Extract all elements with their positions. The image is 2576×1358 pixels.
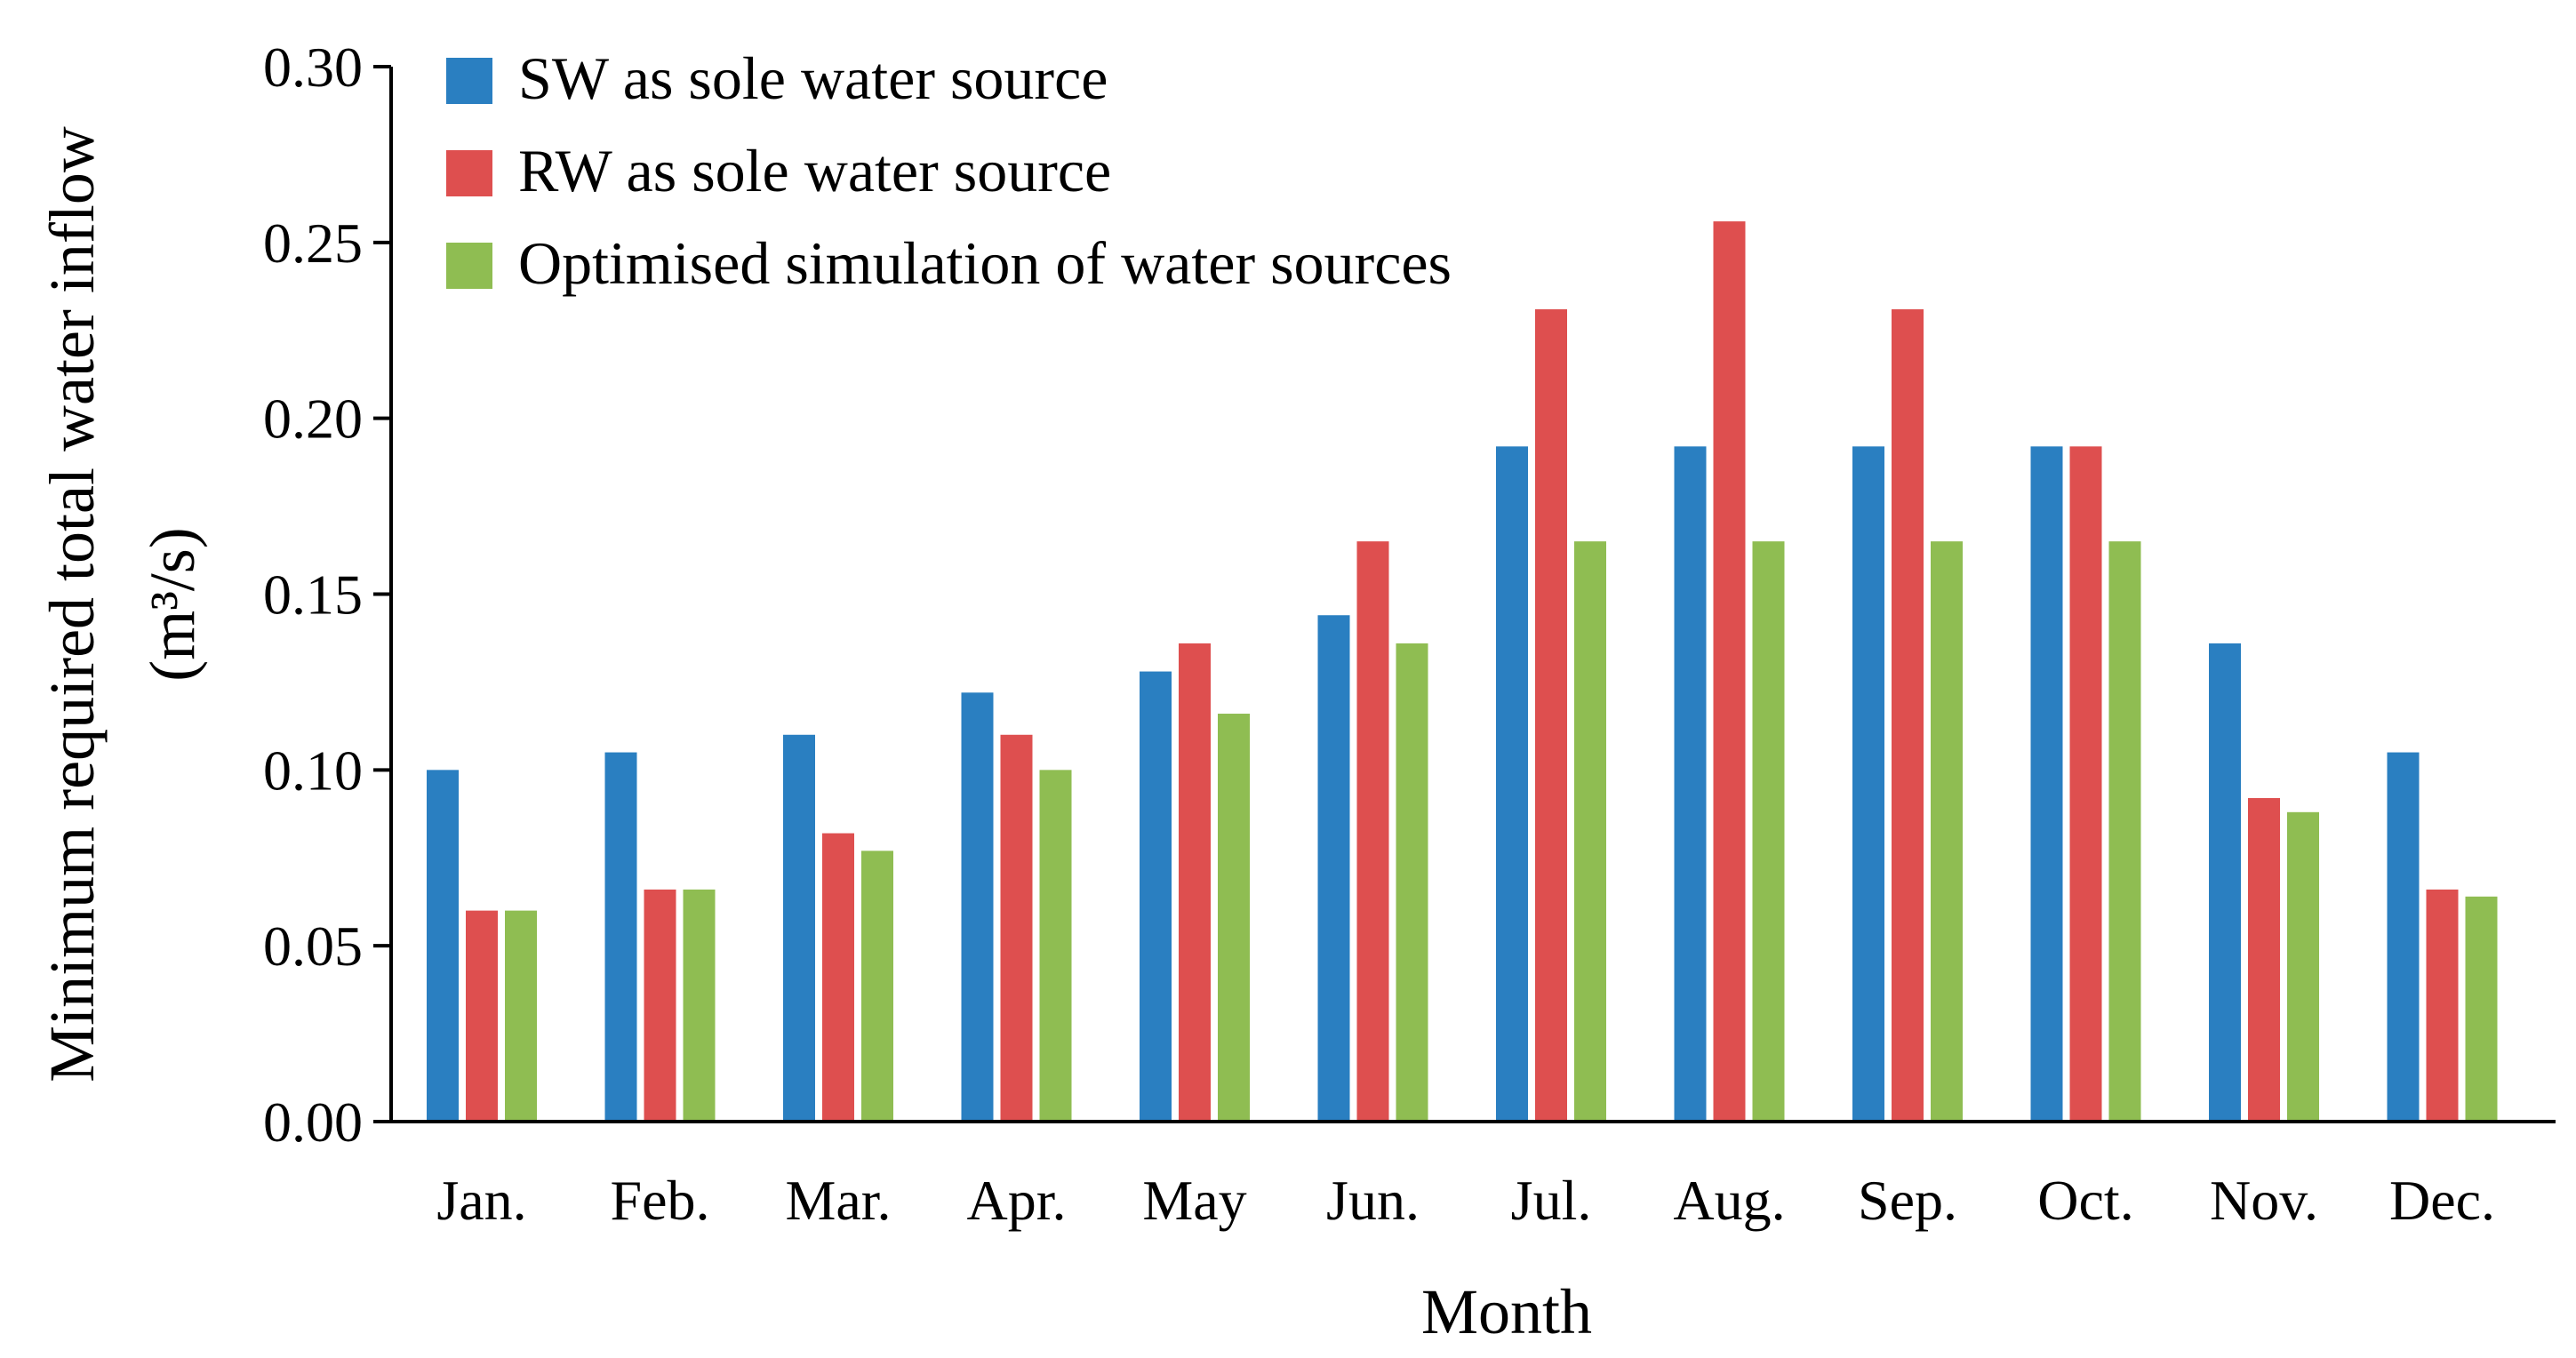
bar-optimised-sep xyxy=(1931,541,1963,1122)
bar-optimised-jul xyxy=(1574,541,1606,1122)
y-axis-title: Minimum required total water inflow xyxy=(36,126,108,1082)
y-ticks: 0.00 0.05 0.10 0.15 0.20 0.25 0.30 xyxy=(263,36,391,1154)
x-tick-label: Jun. xyxy=(1326,1169,1420,1232)
legend-label: RW as sole water source xyxy=(518,137,1111,204)
bar-sw-feb xyxy=(604,752,637,1122)
legend-swatch xyxy=(446,243,492,289)
y-tick-label: 0.00 xyxy=(263,1090,363,1154)
bar-optimised-mar xyxy=(861,851,893,1122)
y-tick-label: 0.20 xyxy=(263,387,363,451)
bar-optimised-apr xyxy=(1039,770,1072,1122)
legend: SW as sole water source RW as sole water … xyxy=(446,44,1452,297)
bar-optimised-jan xyxy=(505,910,537,1122)
bar-rw-jan xyxy=(466,910,498,1122)
x-tick-label: Dec. xyxy=(2389,1169,2495,1232)
y-tick-label: 0.15 xyxy=(263,563,363,627)
bar-rw-oct xyxy=(2069,446,2102,1122)
bar-optimised-jun xyxy=(1396,643,1428,1122)
bar-rw-nov xyxy=(2248,797,2280,1122)
x-tick-label: Sep. xyxy=(1858,1169,1957,1232)
x-tick-label: Mar. xyxy=(785,1169,891,1232)
bar-sw-mar xyxy=(783,734,815,1122)
legend-swatch xyxy=(446,58,492,104)
x-tick-label: Jan. xyxy=(436,1169,526,1232)
bar-optimised-feb xyxy=(683,889,716,1122)
bar-sw-sep xyxy=(1852,446,1884,1122)
bar-optimised-oct xyxy=(2108,541,2141,1122)
bar-rw-dec xyxy=(2426,889,2459,1122)
x-tick-label: Nov. xyxy=(2210,1169,2318,1232)
bar-sw-oct xyxy=(2030,446,2063,1122)
y-tick-label: 0.25 xyxy=(263,212,363,275)
y-tick-label: 0.10 xyxy=(263,739,363,802)
bar-rw-jul xyxy=(1535,309,1567,1122)
y-axis-unit: (m³/s) xyxy=(137,527,208,682)
bar-optimised-dec xyxy=(2465,896,2498,1122)
bar-optimised-may xyxy=(1218,714,1250,1122)
bar-sw-apr xyxy=(961,692,994,1122)
x-tick-label: Oct. xyxy=(2037,1169,2133,1232)
y-tick-label: 0.05 xyxy=(263,915,363,978)
x-tick-label: Aug. xyxy=(1673,1169,1785,1232)
bar-sw-may xyxy=(1140,671,1172,1122)
bar-rw-aug xyxy=(1713,221,1746,1122)
bars-layer xyxy=(427,221,2498,1122)
bar-sw-jul xyxy=(1496,446,1528,1122)
x-axis-title: Month xyxy=(1421,1276,1592,1347)
x-tick-label: Feb. xyxy=(611,1169,710,1232)
bar-rw-feb xyxy=(644,889,676,1122)
bar-rw-sep xyxy=(1892,309,1924,1122)
bar-sw-nov xyxy=(2209,643,2241,1122)
y-tick-label: 0.30 xyxy=(263,36,363,99)
bar-rw-jun xyxy=(1356,541,1389,1122)
bar-rw-may xyxy=(1179,643,1211,1122)
legend-label: Optimised simulation of water sources xyxy=(518,229,1452,297)
bar-sw-aug xyxy=(1674,446,1707,1122)
legend-swatch xyxy=(446,150,492,196)
bar-sw-jun xyxy=(1317,615,1350,1122)
bar-rw-apr xyxy=(1000,734,1033,1122)
bar-sw-dec xyxy=(2387,752,2420,1122)
x-tick-label: Jul. xyxy=(1511,1169,1592,1232)
x-tick-labels: Jan. Feb. Mar. Apr. May Jun. Jul. Aug. Sep. Oct. N… xyxy=(436,1169,2495,1232)
x-tick-label: Apr. xyxy=(967,1169,1067,1232)
x-tick-label: May xyxy=(1142,1169,1246,1232)
bar-rw-mar xyxy=(822,833,854,1122)
legend-label: SW as sole water source xyxy=(518,44,1108,112)
bar-sw-jan xyxy=(427,770,459,1122)
bar-optimised-nov xyxy=(2287,811,2319,1122)
bar-optimised-aug xyxy=(1752,541,1785,1122)
